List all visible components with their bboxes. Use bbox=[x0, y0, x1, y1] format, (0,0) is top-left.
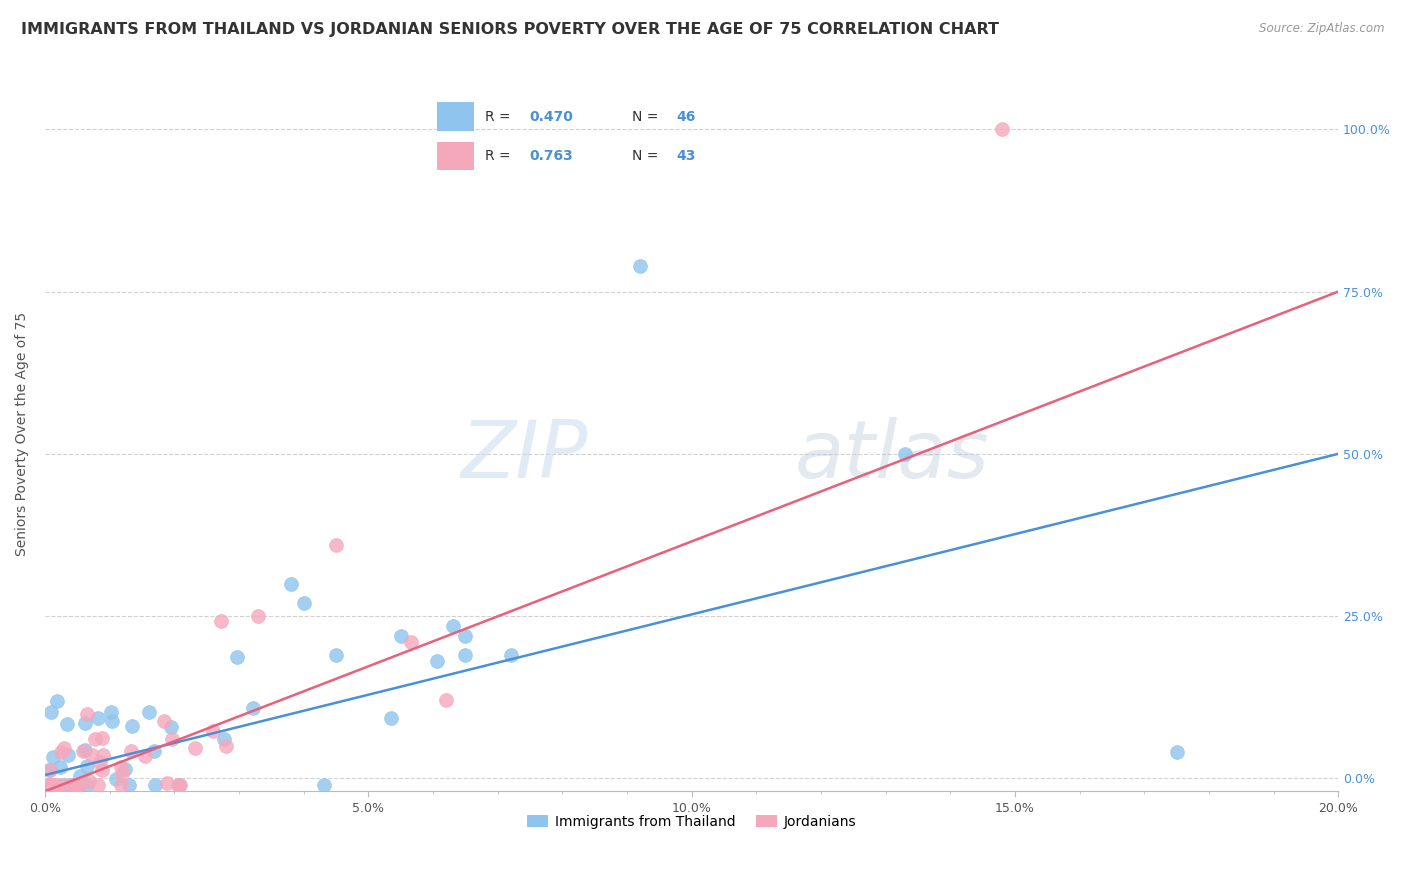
Point bbox=[83, 731, 105, 746]
Point bbox=[42, 749, 65, 764]
Point bbox=[454, 628, 477, 642]
Point bbox=[434, 693, 457, 707]
Point bbox=[111, 766, 134, 780]
Point bbox=[441, 618, 464, 632]
Point bbox=[75, 743, 97, 757]
Point bbox=[201, 724, 224, 739]
Point bbox=[167, 778, 190, 792]
Point bbox=[104, 772, 127, 787]
Point bbox=[991, 122, 1014, 136]
Point bbox=[62, 778, 84, 792]
Point bbox=[52, 741, 75, 756]
Point bbox=[114, 762, 136, 776]
Point bbox=[215, 739, 238, 753]
Point bbox=[118, 778, 141, 792]
Point bbox=[49, 744, 72, 758]
Point bbox=[37, 778, 59, 792]
Point bbox=[38, 763, 60, 777]
Point bbox=[87, 710, 110, 724]
Point bbox=[212, 731, 235, 746]
Point bbox=[169, 778, 191, 792]
Point bbox=[77, 773, 100, 788]
Point bbox=[380, 711, 402, 725]
Point bbox=[120, 743, 142, 757]
Point bbox=[156, 776, 179, 790]
Point bbox=[89, 755, 111, 769]
Point bbox=[152, 714, 174, 728]
Point bbox=[58, 778, 80, 792]
Point bbox=[69, 769, 91, 783]
Point bbox=[39, 705, 62, 719]
Text: atlas: atlas bbox=[794, 417, 990, 495]
Point bbox=[65, 778, 87, 792]
Point bbox=[100, 705, 122, 719]
Point bbox=[76, 778, 98, 792]
Legend: Immigrants from Thailand, Jordanians: Immigrants from Thailand, Jordanians bbox=[522, 809, 862, 834]
Point bbox=[93, 748, 115, 763]
Point bbox=[55, 717, 77, 731]
Point bbox=[389, 628, 412, 642]
Text: IMMIGRANTS FROM THAILAND VS JORDANIAN SENIORS POVERTY OVER THE AGE OF 75 CORRELA: IMMIGRANTS FROM THAILAND VS JORDANIAN SE… bbox=[21, 22, 1000, 37]
Point bbox=[242, 700, 264, 714]
Point bbox=[60, 778, 83, 792]
Point bbox=[209, 615, 232, 629]
Point bbox=[121, 719, 143, 733]
Point bbox=[160, 731, 183, 746]
Point bbox=[142, 744, 165, 758]
Point bbox=[454, 648, 477, 662]
Point bbox=[138, 705, 160, 719]
Point bbox=[91, 731, 114, 745]
Text: ZIP: ZIP bbox=[461, 417, 588, 495]
Point bbox=[73, 715, 96, 730]
Point bbox=[167, 778, 190, 792]
Point bbox=[67, 778, 90, 792]
Point bbox=[49, 760, 72, 774]
Point bbox=[110, 759, 132, 773]
Y-axis label: Seniors Poverty Over the Age of 75: Seniors Poverty Over the Age of 75 bbox=[15, 312, 30, 557]
Point bbox=[325, 538, 347, 552]
Point bbox=[41, 778, 63, 792]
Point bbox=[51, 778, 73, 792]
Point bbox=[76, 706, 98, 721]
Point bbox=[67, 778, 90, 792]
Point bbox=[72, 744, 94, 758]
Point bbox=[499, 648, 522, 662]
Point bbox=[426, 654, 449, 668]
Point bbox=[76, 759, 98, 773]
Point bbox=[101, 714, 124, 728]
Point bbox=[58, 747, 80, 762]
Point bbox=[399, 635, 422, 649]
Point bbox=[143, 778, 166, 792]
Point bbox=[247, 609, 270, 624]
Point bbox=[90, 763, 112, 777]
Point bbox=[82, 747, 104, 762]
Point bbox=[160, 720, 183, 734]
Point bbox=[628, 259, 651, 273]
Point bbox=[226, 650, 249, 665]
Point bbox=[87, 778, 110, 792]
Point bbox=[45, 778, 67, 792]
Point bbox=[66, 778, 89, 792]
Point bbox=[314, 778, 336, 792]
Point bbox=[894, 447, 917, 461]
Point bbox=[184, 741, 207, 756]
Point bbox=[52, 778, 75, 792]
Point bbox=[59, 778, 82, 792]
Point bbox=[39, 778, 62, 792]
Point bbox=[41, 778, 63, 792]
Point bbox=[45, 694, 67, 708]
Point bbox=[38, 778, 60, 792]
Point bbox=[292, 596, 315, 610]
Point bbox=[280, 576, 302, 591]
Point bbox=[38, 763, 60, 777]
Point bbox=[325, 648, 347, 662]
Text: Source: ZipAtlas.com: Source: ZipAtlas.com bbox=[1260, 22, 1385, 36]
Point bbox=[134, 749, 156, 764]
Point bbox=[1166, 745, 1188, 759]
Point bbox=[110, 778, 132, 792]
